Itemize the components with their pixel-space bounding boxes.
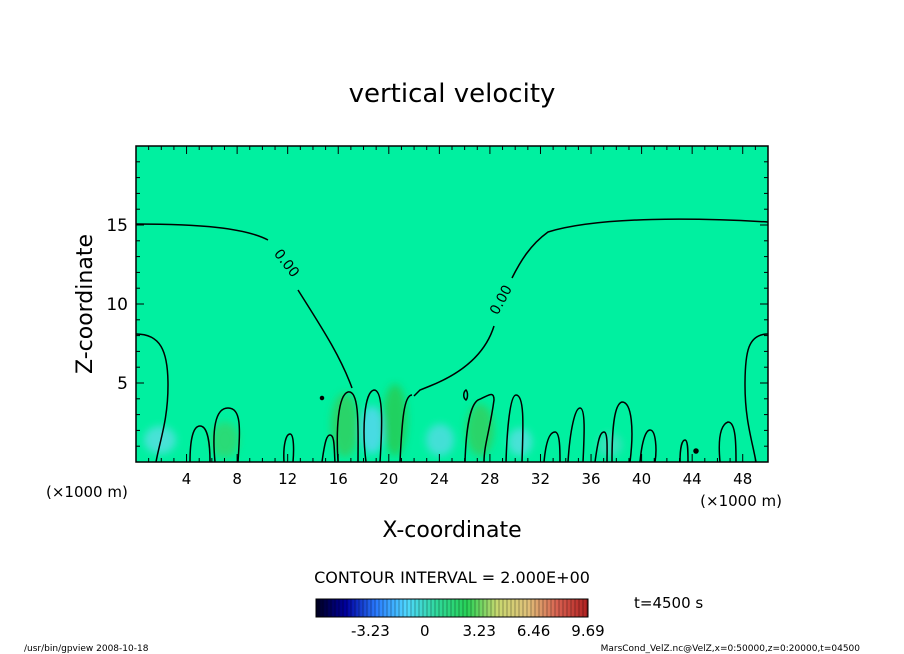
colorbar-tick-label: 3.23 — [462, 622, 495, 640]
field-background — [136, 146, 768, 462]
colorbar-tick-label: 6.46 — [517, 622, 550, 640]
x-tick-label: 48 — [733, 470, 752, 488]
y-axis-label: Z-coordinate — [73, 234, 98, 374]
time-label: t=4500 s — [634, 594, 703, 612]
x-tick-label: 8 — [232, 470, 242, 488]
x-tick-label: 16 — [329, 470, 348, 488]
x-tick-label: 44 — [683, 470, 702, 488]
colorbar — [315, 598, 589, 618]
footer-right: MarsCond_VelZ.nc@VelZ,x=0:50000,z=0:2000… — [601, 644, 861, 654]
x-tick-label: 4 — [182, 470, 192, 488]
x-tick-label: 40 — [632, 470, 651, 488]
x-tick-labels: 4 8 12 16 20 24 28 32 36 40 44 48 — [182, 470, 752, 488]
contour-lines — [136, 218, 768, 462]
x-tick-label: 12 — [278, 470, 297, 488]
x-tick-label: 24 — [430, 470, 449, 488]
colorbar-tick-label: -3.23 — [351, 622, 390, 640]
x-unit-left: (×1000 m) — [46, 483, 128, 501]
contour-zero-right — [413, 218, 768, 397]
x-tick-label: 36 — [581, 470, 600, 488]
x-unit-right: (×1000 m) — [700, 492, 782, 510]
footer-left: /usr/bin/gpview 2008-10-18 — [24, 644, 149, 654]
plot-area: 0.000.00 — [136, 146, 768, 462]
contour-zero-left — [136, 223, 353, 389]
contour-interval-text: CONTOUR INTERVAL = 2.000E+00 — [314, 568, 590, 587]
chart-title: vertical velocity — [349, 79, 556, 109]
y-tick-label: 15 — [106, 216, 128, 236]
colorbar-stripes — [318, 599, 588, 617]
colorbar-tick-labels: -3.23 0 3.23 6.46 9.69 — [351, 622, 605, 640]
colorbar-tick-label: 9.69 — [571, 622, 604, 640]
x-tick-label: 20 — [379, 470, 398, 488]
x-tick-label: 32 — [531, 470, 550, 488]
y-tick-labels: 5 10 15 — [106, 216, 128, 394]
colorbar-tick-label: 0 — [420, 622, 430, 640]
y-tick-label: 5 — [117, 374, 128, 394]
y-tick-label: 10 — [106, 295, 128, 315]
x-axis-label: X-coordinate — [382, 518, 521, 543]
axis-ticks — [135, 145, 769, 463]
x-tick-label: 28 — [480, 470, 499, 488]
